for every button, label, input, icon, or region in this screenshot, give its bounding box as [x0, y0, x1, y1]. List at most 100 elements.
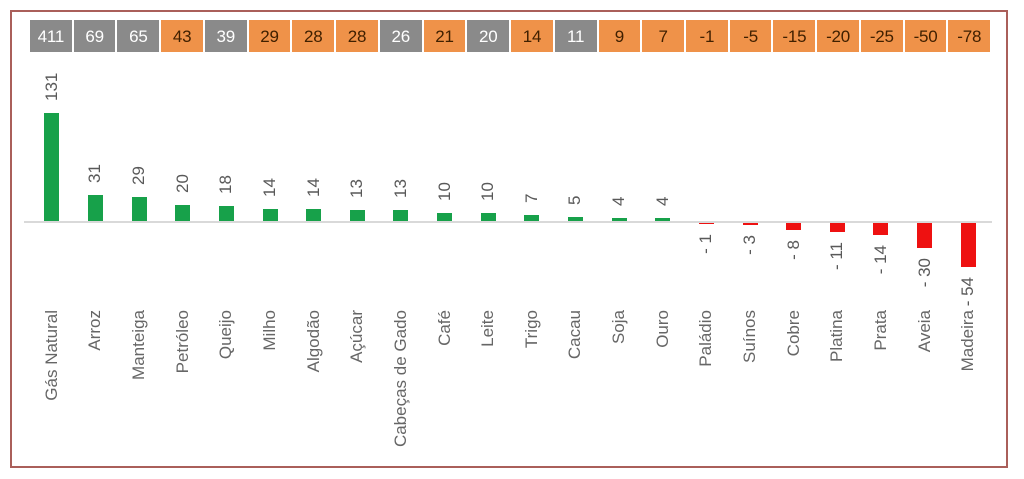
bar-leite: [480, 213, 496, 221]
category-label-queijo: Queijo: [216, 310, 236, 360]
bar-madeira: [960, 223, 976, 267]
category-label-ouro: Ouro: [652, 310, 672, 348]
bar-cabe-as-de-gado: [393, 210, 409, 221]
bar-trigo: [524, 215, 540, 221]
category-label-cacau: Cacau: [565, 310, 585, 360]
header-value-text: 65: [129, 26, 148, 46]
bar-arroz: [87, 195, 103, 221]
category-label-cobre: Cobre: [783, 310, 803, 357]
header-value-box-milho: 29: [248, 20, 291, 52]
header-value-row: 411 69 65 43 39 29 28 28 26 21 20 14 11 9 7 -1 -5 -15 -20-…: [30, 20, 991, 52]
bar-ouro: [655, 218, 671, 221]
value-label-madeira: - 54: [958, 277, 978, 307]
header-value-box-prata: -25: [860, 20, 903, 52]
bar-pal-dio: [698, 223, 714, 224]
header-value-text: 29: [260, 26, 279, 46]
value-label-aveia: - 30: [914, 258, 934, 288]
bar-queijo: [218, 206, 234, 221]
value-label-platina: - 11: [827, 242, 847, 271]
header-value-box-aveia: -50: [904, 20, 947, 52]
category-label-pal-dio: Paládio: [696, 310, 716, 367]
header-value-box-platina: -20: [817, 20, 859, 52]
x-axis-line: [24, 221, 992, 223]
header-value-box-madeira: -78: [948, 20, 991, 52]
header-value-text: -50: [913, 26, 938, 46]
header-value-text: 28: [347, 26, 367, 46]
header-value-box-ouro: 7: [642, 20, 685, 52]
header-value-text: 9: [614, 26, 625, 46]
category-label-caf-: Café: [434, 310, 454, 346]
header-value-box-soja: 9: [598, 20, 641, 52]
value-label-petr-leo: 20: [172, 174, 192, 193]
value-label-su-nos: - 3: [740, 235, 759, 255]
header-value-box-a-car: 28: [336, 20, 378, 52]
bar-aveia: [917, 223, 933, 248]
category-label-trigo: Trigo: [521, 310, 541, 349]
header-value-text: -25: [869, 26, 894, 46]
header-value-text: 411: [37, 26, 65, 46]
header-value-text: 43: [172, 26, 192, 46]
bar-su-nos: [742, 223, 758, 225]
header-value-box-leite: 20: [467, 20, 510, 52]
header-value-box-algod-o: 28: [292, 20, 335, 52]
header-value-text: 7: [658, 26, 668, 46]
header-value-box-trigo: 14: [511, 20, 553, 52]
header-value-text: 26: [391, 26, 410, 46]
header-value-box-cacau: 11: [554, 20, 597, 52]
bar-caf-: [437, 213, 453, 221]
value-label-leite: 10: [478, 182, 498, 201]
bar-a-car: [349, 210, 365, 221]
header-value-box-manteiga: 65: [117, 20, 160, 52]
value-label-pal-dio: - 1: [696, 234, 716, 254]
bar-cobre: [786, 223, 802, 230]
category-label-su-nos: Suínos: [740, 310, 759, 363]
value-label-ouro: 4: [652, 196, 672, 206]
header-value-text: 20: [478, 26, 498, 46]
header-value-text: 39: [216, 26, 236, 46]
value-label-cobre: - 8: [783, 240, 803, 260]
header-value-box-petr-leo: 43: [161, 20, 203, 52]
header-value-box-pal-dio: -1: [686, 20, 728, 52]
value-label-queijo: 18: [216, 175, 236, 194]
category-label-prata: Prata: [870, 310, 890, 351]
header-value-box-g-s-natural: 411: [30, 20, 72, 52]
header-value-text: 69: [85, 26, 104, 46]
category-label-leite: Leite: [478, 310, 498, 347]
value-label-cacau: 5: [565, 195, 585, 205]
category-label-a-car: Açúcar: [347, 310, 367, 363]
value-label-g-s-natural: 131: [41, 72, 61, 101]
header-value-text: 11: [567, 26, 585, 46]
category-label-milho: Milho: [260, 310, 279, 351]
header-value-text: 14: [522, 26, 542, 46]
bar-cacau: [567, 217, 583, 221]
header-value-text: -15: [782, 26, 807, 46]
value-label-algod-o: 14: [303, 178, 323, 197]
bar-algod-o: [306, 209, 322, 221]
bar-platina: [829, 223, 845, 232]
header-value-text: -78: [957, 26, 982, 46]
bar-petr-leo: [175, 205, 191, 221]
category-label-platina: Platina: [827, 310, 847, 362]
header-value-text: 21: [435, 26, 454, 46]
category-label-madeira: Madeira: [958, 310, 978, 372]
category-label-manteiga: Manteiga: [129, 310, 149, 380]
category-label-algod-o: Algodão: [303, 310, 323, 373]
value-label-arroz: 31: [85, 164, 105, 183]
value-label-milho: 14: [260, 178, 279, 197]
category-label-petr-leo: Petróleo: [172, 310, 192, 374]
header-value-box-queijo: 39: [204, 20, 247, 52]
header-value-text: -5: [743, 26, 758, 46]
value-label-prata: - 14: [870, 245, 890, 275]
header-value-text: 28: [304, 26, 323, 46]
bar-milho: [262, 209, 278, 221]
header-value-box-arroz: 69: [73, 20, 116, 52]
value-label-cabe-as-de-gado: 13: [390, 179, 410, 198]
bar-soja: [611, 218, 627, 221]
category-label-cabe-as-de-gado: Cabeças de Gado: [390, 310, 410, 448]
category-label-aveia: Aveia: [914, 310, 934, 353]
value-label-soja: 4: [609, 196, 629, 206]
category-label-arroz: Arroz: [85, 310, 105, 351]
value-label-trigo: 7: [521, 193, 541, 203]
